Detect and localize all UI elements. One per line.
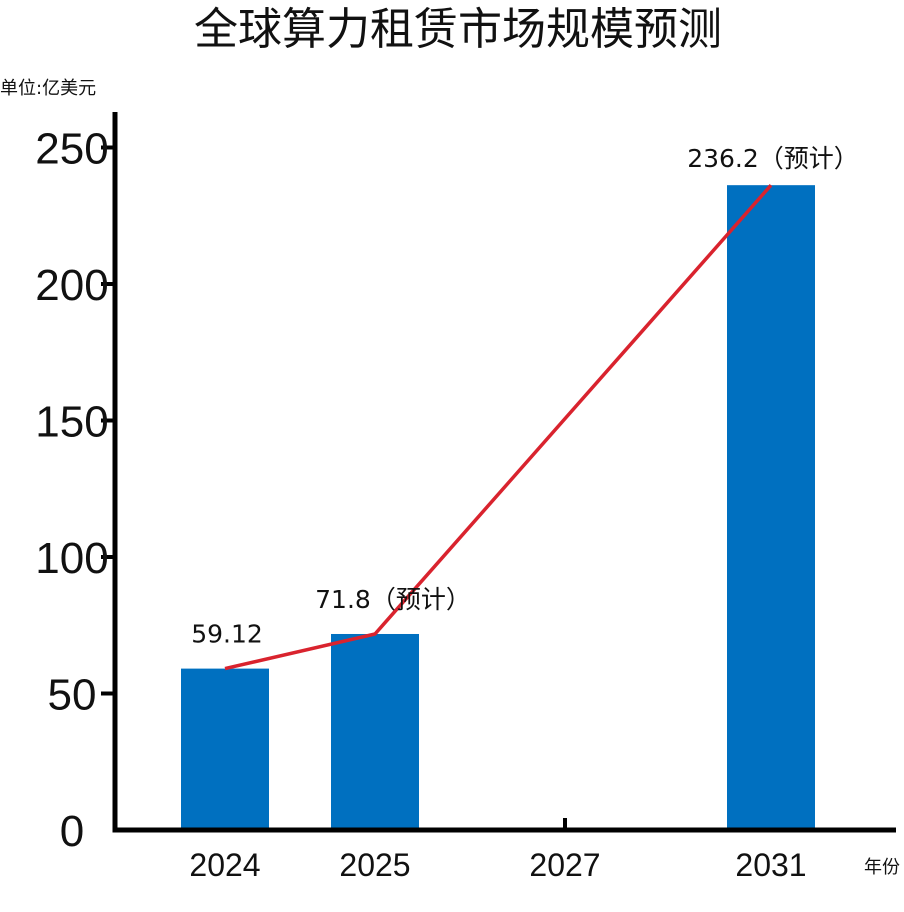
bar-2024 bbox=[181, 668, 269, 830]
y-tick-label-150: 150 bbox=[35, 398, 108, 447]
chart-title: 全球算力租赁市场规模预测 bbox=[194, 4, 722, 55]
x-axis-label: 年份 bbox=[864, 857, 900, 878]
data-label-2025: 71.8（预计） bbox=[315, 585, 471, 614]
y-unit-label: 单位:亿美元 bbox=[0, 78, 96, 99]
y-tick-label-250: 250 bbox=[35, 125, 108, 174]
trend-line bbox=[224, 184, 773, 671]
data-label-2031: 236.2（预计） bbox=[687, 144, 859, 173]
plot-area: 0 50 100 150 200 250 2024 2025 2027 2031 59.12 71.8… bbox=[35, 112, 896, 883]
x-tick-label-2027: 2027 bbox=[529, 847, 600, 883]
x-tick-label-2031: 2031 bbox=[735, 847, 806, 883]
data-label-2024: 59.12 bbox=[191, 620, 263, 649]
bar-2031 bbox=[727, 185, 815, 830]
y-tick-label-100: 100 bbox=[35, 534, 108, 583]
x-tick-label-2024: 2024 bbox=[189, 847, 260, 883]
bar-2025 bbox=[331, 633, 419, 830]
y-tick-label-0: 0 bbox=[60, 807, 84, 856]
x-tick-label-2025: 2025 bbox=[339, 847, 410, 883]
y-tick-label-50: 50 bbox=[48, 671, 97, 720]
y-tick-label-200: 200 bbox=[35, 261, 108, 310]
